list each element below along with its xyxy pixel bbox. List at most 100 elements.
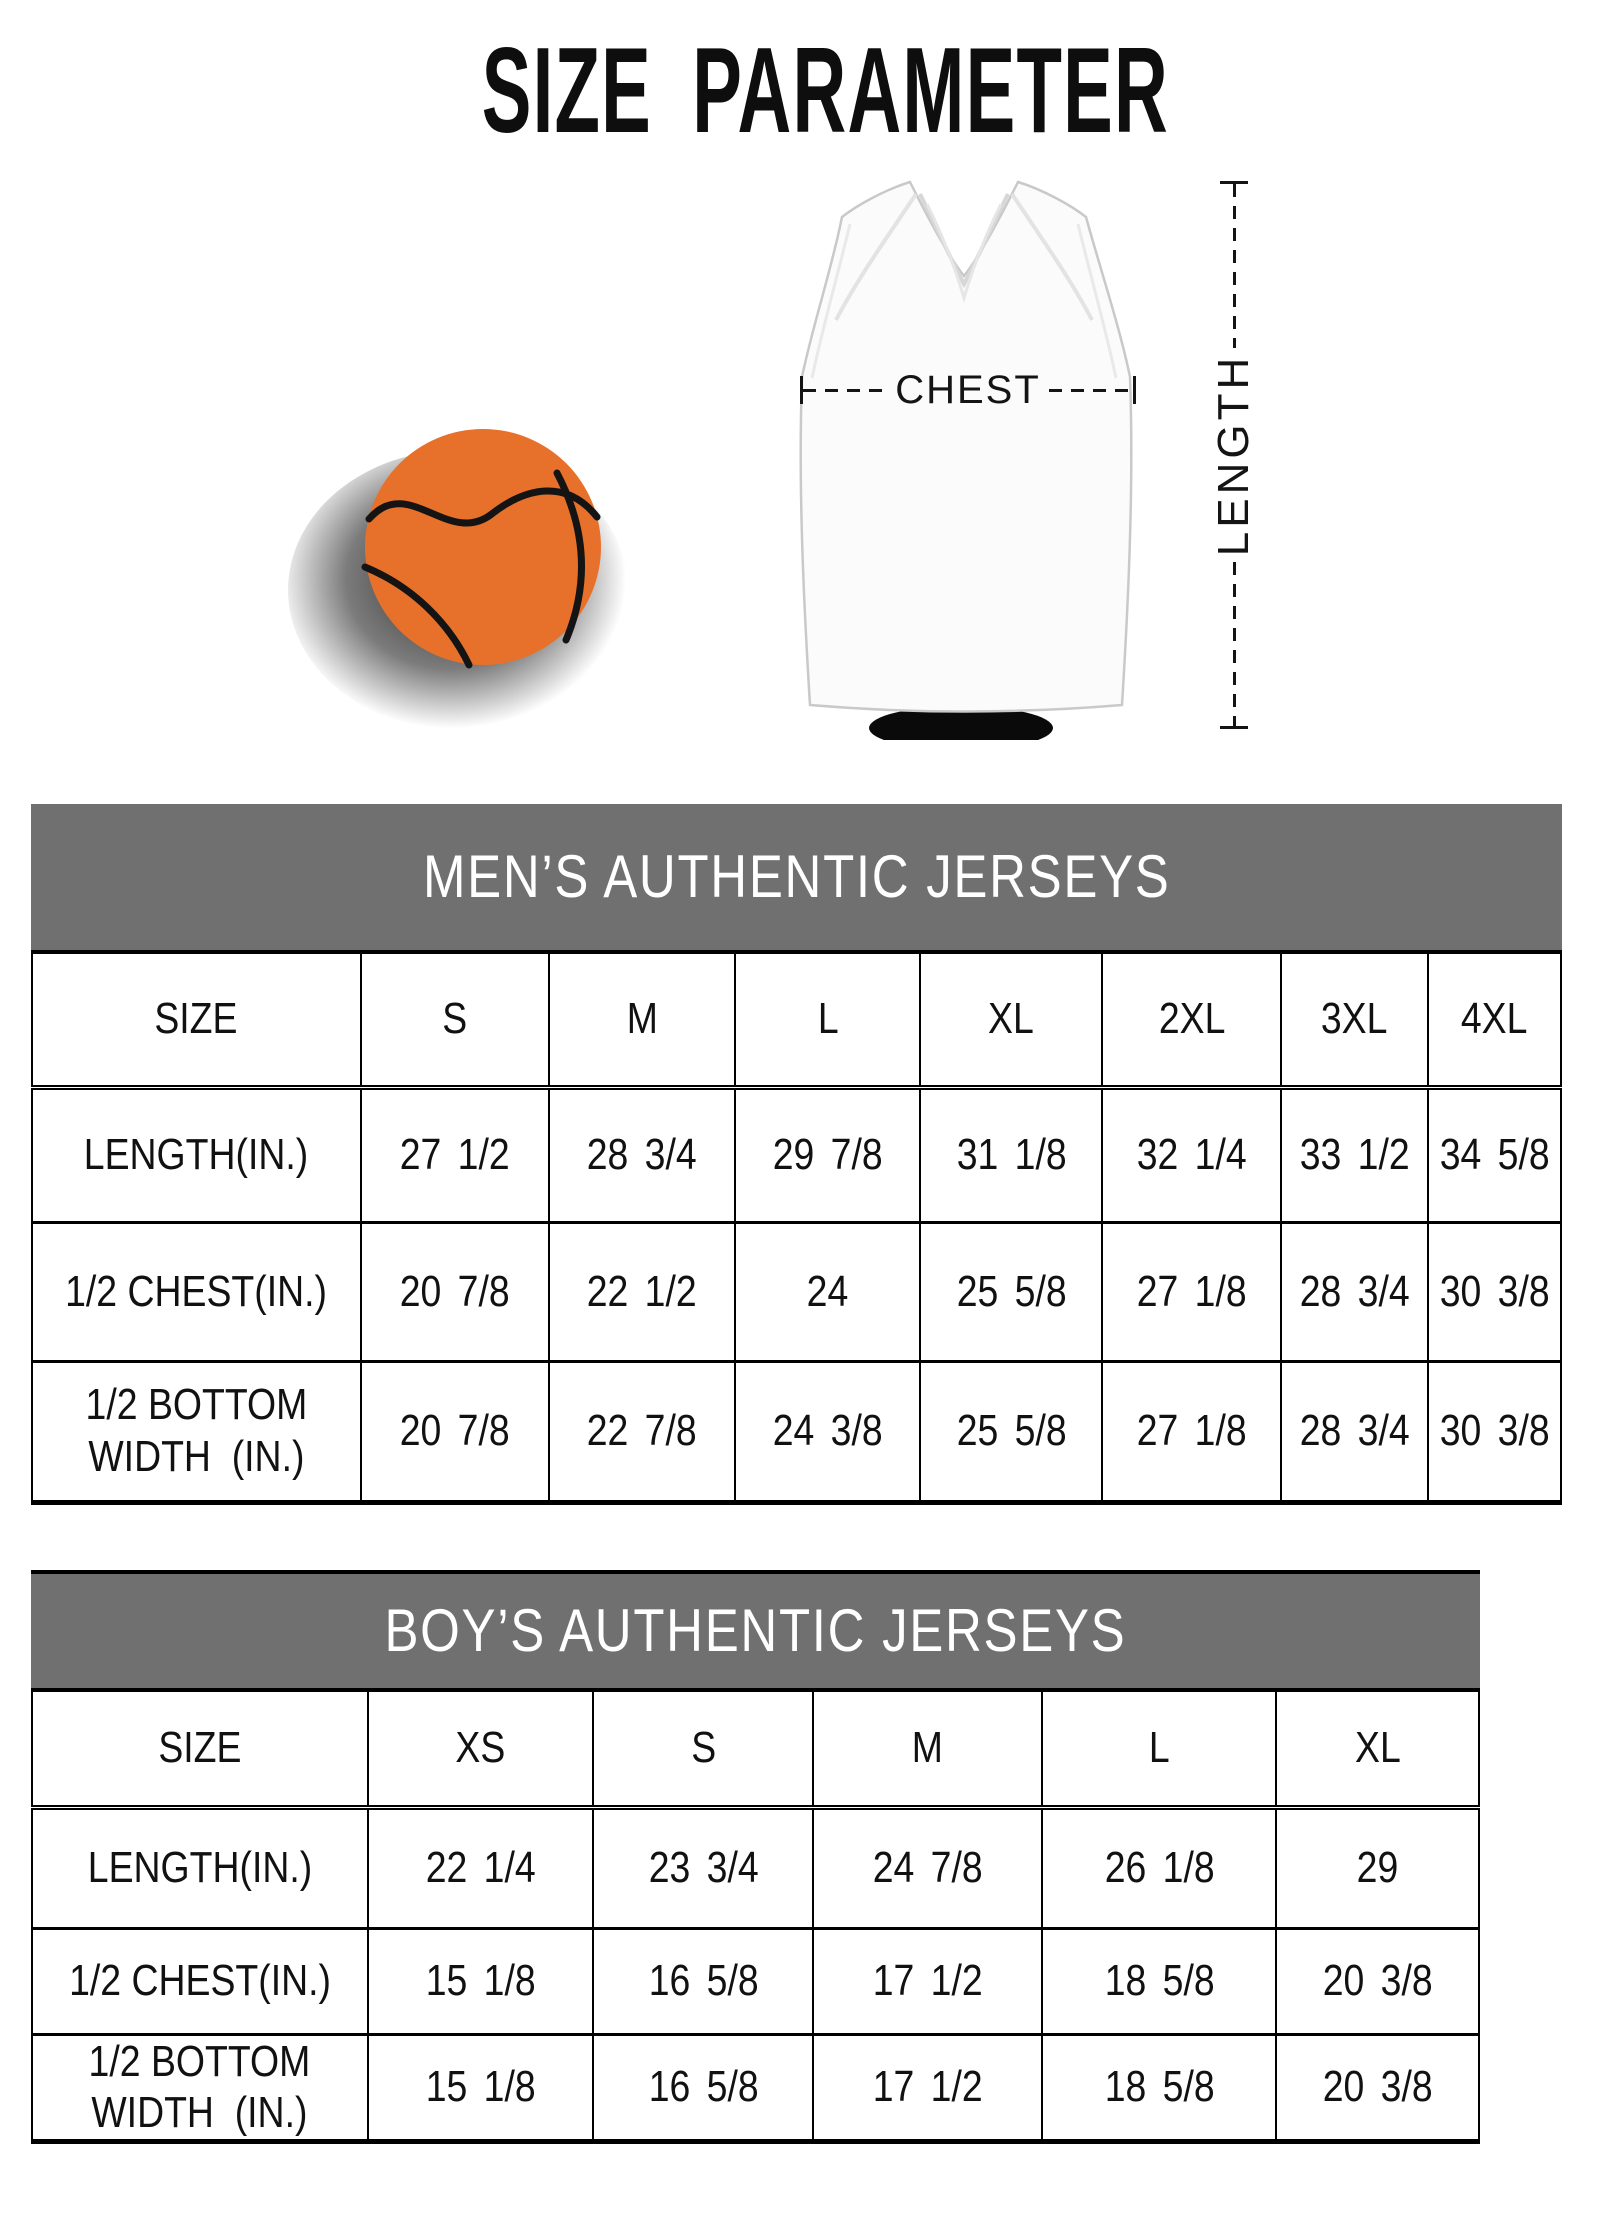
size-value-cell: 32 1/4 (1101, 1086, 1283, 1224)
table-header-band: MEN’S AUTHENTIC JERSEYS (31, 804, 1562, 952)
cell-text: 1/2 CHEST(IN.) (65, 1266, 328, 1316)
size-header-cell: 2XL (1101, 952, 1283, 1090)
cell-text: 18 5/8 (1104, 1956, 1215, 2006)
cell-text: 22 7/8 (587, 1406, 698, 1456)
table-title: BOY’S AUTHENTIC JERSEYS (384, 1596, 1127, 1664)
size-value-cell: 20 7/8 (359, 1360, 550, 1504)
cell-text: 26 1/8 (1104, 1843, 1215, 1893)
cell-text: 29 7/8 (772, 1130, 883, 1180)
size-value-cell: 30 3/8 (1426, 1221, 1563, 1363)
cell-text: 3XL (1321, 994, 1388, 1044)
size-value-cell: 25 5/8 (919, 1360, 1104, 1504)
chest-label: CHEST (895, 367, 1041, 412)
length-bottom-cap (1220, 726, 1248, 729)
cell-text: L (817, 994, 839, 1044)
cell-text: M (912, 1723, 944, 1773)
cell-text: 24 7/8 (872, 1843, 983, 1893)
cell-text: 27 1/2 (399, 1130, 510, 1180)
cell-text: 15 1/8 (425, 1956, 536, 2006)
jersey-right-seam (1010, 192, 1094, 321)
size-value-cell: 23 3/4 (592, 1806, 815, 1930)
cell-text: 20 3/8 (1322, 2062, 1433, 2112)
cell-text: 1/2 BOTTOM WIDTH (IN.) (88, 2036, 311, 2138)
cell-text: 16 5/8 (648, 1956, 759, 2006)
size-header-cell: XL (1275, 1690, 1480, 1810)
table-row: 1/2 CHEST(IN.) 20 7/8 22 1/2 24 25 5/8 27 1/8… (31, 1221, 1563, 1363)
row-label-cell: SIZE (31, 1690, 369, 1810)
cell-text: L (1148, 1723, 1170, 1773)
table-header-band: BOY’S AUTHENTIC JERSEYS (31, 1570, 1480, 1690)
row-label-cell: 1/2 CHEST(IN.) (31, 1221, 362, 1363)
jersey-body (799, 180, 1133, 713)
cell-text: 20 7/8 (399, 1406, 510, 1456)
cell-text: XS (455, 1723, 506, 1773)
size-value-cell: 28 3/4 (1280, 1360, 1429, 1504)
boys-size-table: BOY’S AUTHENTIC JERSEYS SIZE XS S M L XL LENGTH… (31, 1570, 1480, 2145)
size-header-row: SIZE XS S M L XL (31, 1690, 1480, 1810)
jersey-left-seam (834, 192, 918, 321)
size-header-cell: L (734, 952, 922, 1090)
cell-text: 25 5/8 (956, 1406, 1067, 1456)
size-header-cell: 3XL (1280, 952, 1429, 1090)
chest-right-tick (1133, 376, 1137, 404)
size-value-cell: 22 1/2 (547, 1221, 737, 1363)
cell-text: M (626, 994, 658, 1044)
size-value-cell: 17 1/2 (812, 2033, 1043, 2144)
size-value-cell: 18 5/8 (1040, 1927, 1278, 2036)
cell-text: 16 5/8 (648, 2062, 759, 2112)
cell-text: 15 1/8 (425, 2062, 536, 2112)
table-row: 1/2 BOTTOM WIDTH (IN.) 20 7/8 22 7/8 24 3/8… (31, 1360, 1563, 1504)
size-header-cell: S (359, 952, 550, 1090)
basketball-circle (365, 429, 601, 665)
size-value-cell: 28 3/4 (547, 1086, 737, 1224)
jersey-left-armhole-trim (810, 223, 852, 379)
size-header-cell: M (547, 952, 737, 1090)
page-title: SIZE PARAMETER (25, 26, 1600, 154)
cell-text: 18 5/8 (1104, 2062, 1215, 2112)
cell-text: 28 3/4 (1299, 1406, 1410, 1456)
table-row: 1/2 BOTTOM WIDTH (IN.) 15 1/8 16 5/8 17 1/2… (31, 2033, 1480, 2144)
size-value-cell: 22 7/8 (547, 1360, 737, 1504)
cell-text: 20 7/8 (399, 1266, 510, 1316)
size-value-cell: 26 1/8 (1040, 1806, 1278, 1930)
size-value-cell: 17 1/2 (812, 1927, 1043, 2036)
cell-text: 29 (1356, 1843, 1399, 1893)
size-value-cell: 15 1/8 (366, 1927, 595, 2036)
size-header-cell: M (812, 1690, 1043, 1810)
jersey-collar-trim (918, 193, 1010, 289)
size-value-cell: 34 5/8 (1426, 1086, 1563, 1224)
size-value-cell: 15 1/8 (366, 2033, 595, 2144)
size-value-cell: 16 5/8 (592, 2033, 815, 2144)
cell-text: 1/2 BOTTOM WIDTH (IN.) (85, 1380, 308, 1481)
size-value-cell: 20 3/8 (1275, 1927, 1480, 2036)
size-value-cell: 27 1/8 (1101, 1360, 1283, 1504)
cell-text: 31 1/8 (956, 1130, 1067, 1180)
table-row: 1/2 CHEST(IN.) 15 1/8 16 5/8 17 1/2 18 5/8 20… (31, 1927, 1480, 2036)
basketball-icon (361, 429, 601, 669)
size-value-cell: 20 7/8 (359, 1221, 550, 1363)
table-row: LENGTH(IN.) 27 1/2 28 3/4 29 7/8 31 1/8 32 1/… (31, 1086, 1563, 1224)
cell-text: 2XL (1158, 994, 1225, 1044)
cell-text: SIZE (158, 1723, 242, 1773)
size-header-cell: S (592, 1690, 815, 1810)
cell-text: S (442, 994, 468, 1044)
row-label-cell: SIZE (31, 952, 362, 1090)
cell-text: 30 3/8 (1439, 1406, 1550, 1456)
jersey-collar-trim-inner (925, 203, 1003, 304)
cell-text: 34 5/8 (1439, 1130, 1550, 1180)
cell-text: 27 1/8 (1136, 1266, 1247, 1316)
length-label: LENGTH (1209, 353, 1259, 557)
cell-text: 30 3/8 (1439, 1266, 1550, 1316)
length-dash-top (1232, 184, 1236, 348)
size-value-cell: 33 1/2 (1280, 1086, 1429, 1224)
size-value-cell: 28 3/4 (1280, 1221, 1429, 1363)
size-value-cell: 29 7/8 (734, 1086, 922, 1224)
cell-text: XL (988, 994, 1035, 1044)
row-label-cell: 1/2 BOTTOM WIDTH (IN.) (31, 1360, 362, 1504)
length-top-cap (1220, 181, 1248, 184)
length-label-wrap: LENGTH (1209, 348, 1259, 562)
measurement-diagram: CHEST LENGTH (0, 150, 1600, 790)
page-title-text: SIZE PARAMETER (481, 22, 1169, 158)
cell-text: 33 1/2 (1299, 1130, 1410, 1180)
